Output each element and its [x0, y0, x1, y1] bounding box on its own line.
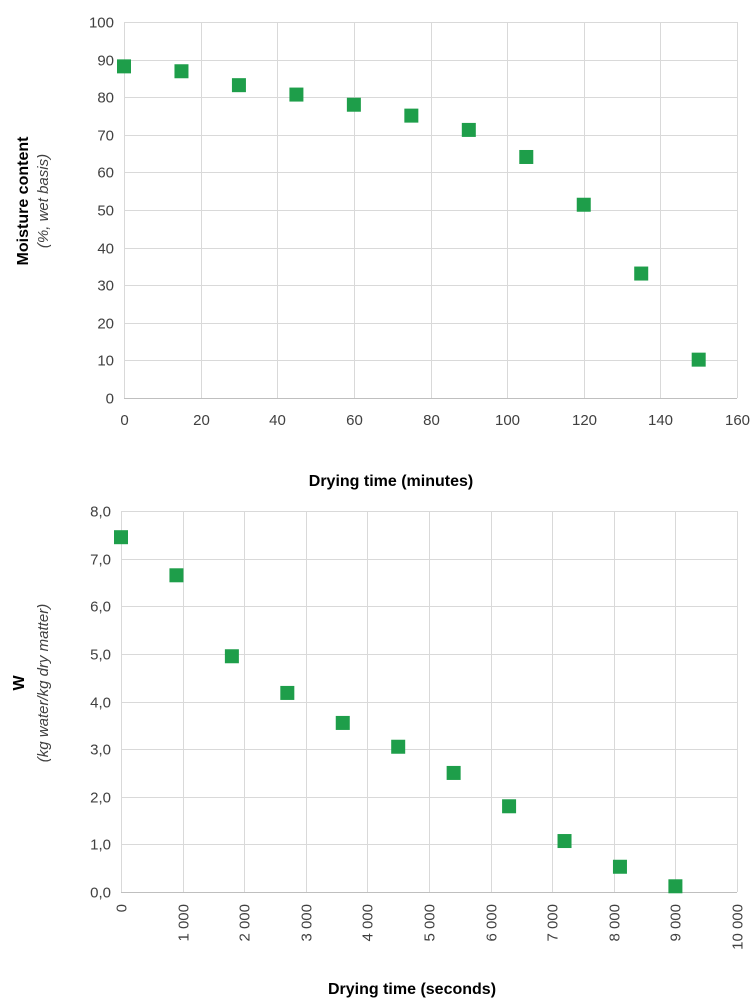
- x-tick-label: 0: [114, 904, 131, 912]
- y-tick-label: 10: [97, 353, 114, 370]
- w-content-chart: 0 1 000 2 000 3 000 4 000 5 000 6 000 7 000 8 00…: [0, 495, 750, 1002]
- y-axis-title: Moisture content: [15, 136, 32, 266]
- moisture-content-plot: 0 20 40 60 80 100 120 140 160 0 10 20 30 40 50 60 70 80 90…: [15, 15, 750, 491]
- data-point: [114, 530, 128, 545]
- y-tick-label: 70: [97, 128, 114, 145]
- data-point: [502, 799, 517, 814]
- data-point: [289, 87, 304, 102]
- data-point: [346, 97, 361, 112]
- data-point: [404, 108, 419, 123]
- y-tick-label: 50: [97, 203, 114, 220]
- x-tick-label: 6 000: [484, 904, 501, 942]
- x-axis-title: Drying time (minutes): [309, 473, 473, 490]
- w-content-plot: 0 1 000 2 000 3 000 4 000 5 000 6 000 7 000 8 00…: [11, 504, 747, 999]
- data-point: [612, 859, 627, 874]
- x-tick-label: 100: [495, 412, 520, 429]
- y-tick-label: 0,0: [90, 885, 111, 902]
- data-point: [169, 568, 184, 583]
- x-tick-label: 3 000: [299, 904, 316, 942]
- y-tick-label: 60: [97, 165, 114, 182]
- x-tick-label: 160: [725, 412, 750, 429]
- y-tick-label: 100: [89, 15, 114, 32]
- x-tick-label: 5 000: [422, 904, 439, 942]
- data-point: [335, 715, 350, 730]
- x-tick-label: 140: [648, 412, 673, 429]
- y-tick-label: 5,0: [90, 647, 111, 664]
- y-axis-subtitle: (%, wet basis): [35, 154, 52, 248]
- data-point: [691, 352, 706, 367]
- data-point: [224, 649, 239, 664]
- x-tick-label: 120: [572, 412, 597, 429]
- data-point: [280, 685, 295, 700]
- y-tick-label: 30: [97, 278, 114, 295]
- y-tick-label: 4,0: [90, 695, 111, 712]
- data-point: [576, 197, 591, 212]
- x-tick-label: 10 000: [730, 904, 747, 950]
- x-tick-label: 60: [346, 412, 363, 429]
- y-tick-label: 80: [97, 90, 114, 107]
- x-axis-title: Drying time (seconds): [328, 981, 496, 998]
- y-tick-label: 6,0: [90, 599, 111, 616]
- data-point: [519, 149, 534, 164]
- data-point: [446, 765, 461, 780]
- y-tick-label: 2,0: [90, 790, 111, 807]
- data-point: [391, 739, 406, 754]
- y-tick-label: 0: [106, 391, 114, 408]
- y-tick-label: 20: [97, 316, 114, 333]
- data-point: [231, 78, 246, 93]
- x-tick-label: 20: [193, 412, 210, 429]
- y-axis-subtitle: (kg water/kg dry matter): [35, 604, 52, 762]
- data-point: [668, 879, 683, 894]
- y-tick-label: 1,0: [90, 837, 111, 854]
- data-point: [174, 64, 189, 79]
- x-tick-label: 40: [269, 412, 286, 429]
- x-tick-label: 7 000: [545, 904, 562, 942]
- data-point: [461, 122, 476, 137]
- x-tick-label: 8 000: [607, 904, 624, 942]
- x-tick-label: 2 000: [237, 904, 254, 942]
- x-tick-label: 80: [423, 412, 440, 429]
- y-axis-title: W: [11, 675, 28, 691]
- x-tick-label: 9 000: [668, 904, 685, 942]
- moisture-content-chart: 0 20 40 60 80 100 120 140 160 0 10 20 30 40 50 60 70 80 90…: [0, 0, 750, 495]
- y-tick-label: 90: [97, 53, 114, 70]
- y-tick-label: 40: [97, 241, 114, 258]
- data-point: [634, 266, 649, 281]
- y-tick-label: 7,0: [90, 552, 111, 569]
- y-tick-label: 8,0: [90, 504, 111, 521]
- x-tick-label: 0: [120, 412, 128, 429]
- y-tick-label: 3,0: [90, 742, 111, 759]
- data-point: [557, 834, 572, 849]
- x-tick-label: 1 000: [176, 904, 193, 942]
- data-point: [117, 59, 131, 74]
- x-tick-label: 4 000: [360, 904, 377, 942]
